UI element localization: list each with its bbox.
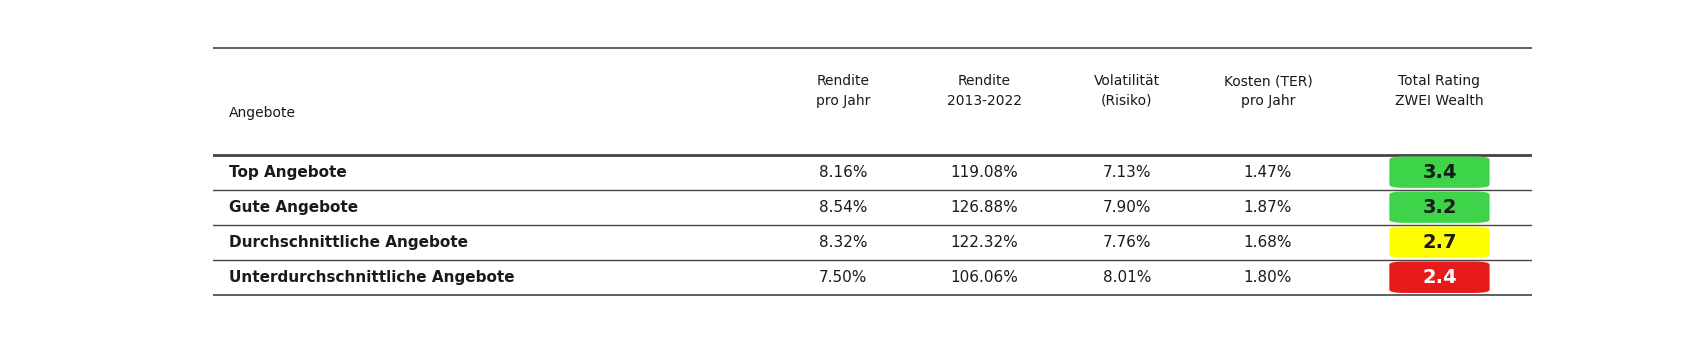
Text: 7.76%: 7.76% (1103, 235, 1151, 250)
Text: 1.68%: 1.68% (1244, 235, 1292, 250)
Text: 106.06%: 106.06% (950, 270, 1018, 285)
Text: 7.90%: 7.90% (1103, 200, 1151, 215)
Text: Rendite
pro Jahr: Rendite pro Jahr (815, 74, 870, 108)
Text: 1.87%: 1.87% (1244, 200, 1292, 215)
Text: 2.7: 2.7 (1423, 233, 1457, 252)
Text: 8.32%: 8.32% (819, 235, 868, 250)
FancyBboxPatch shape (1389, 156, 1489, 188)
Text: 7.13%: 7.13% (1103, 165, 1151, 180)
Text: Unterdurchschnittliche Angebote: Unterdurchschnittliche Angebote (228, 270, 514, 285)
Text: Angebote: Angebote (228, 106, 296, 120)
Text: Gute Angebote: Gute Angebote (228, 200, 357, 215)
Text: Volatilität
(Risiko): Volatilität (Risiko) (1094, 74, 1161, 108)
FancyBboxPatch shape (1389, 262, 1489, 293)
Text: 3.2: 3.2 (1423, 198, 1457, 217)
Text: Total Rating
ZWEI Wealth: Total Rating ZWEI Wealth (1396, 74, 1484, 108)
Text: 7.50%: 7.50% (819, 270, 868, 285)
Text: 122.32%: 122.32% (950, 235, 1018, 250)
Text: 2.4: 2.4 (1423, 268, 1457, 287)
FancyBboxPatch shape (1389, 191, 1489, 223)
Text: 126.88%: 126.88% (950, 200, 1018, 215)
Text: Durchschnittliche Angebote: Durchschnittliche Angebote (228, 235, 468, 250)
Text: Top Angebote: Top Angebote (228, 165, 346, 180)
Text: 8.54%: 8.54% (819, 200, 868, 215)
Text: 8.16%: 8.16% (819, 165, 868, 180)
Text: 8.01%: 8.01% (1103, 270, 1151, 285)
Text: Rendite
2013-2022: Rendite 2013-2022 (946, 74, 1021, 108)
Text: 1.47%: 1.47% (1244, 165, 1292, 180)
Text: 3.4: 3.4 (1423, 163, 1457, 182)
Text: 1.80%: 1.80% (1244, 270, 1292, 285)
FancyBboxPatch shape (1389, 226, 1489, 258)
Text: Kosten (TER)
pro Jahr: Kosten (TER) pro Jahr (1224, 74, 1312, 108)
Text: 119.08%: 119.08% (950, 165, 1018, 180)
